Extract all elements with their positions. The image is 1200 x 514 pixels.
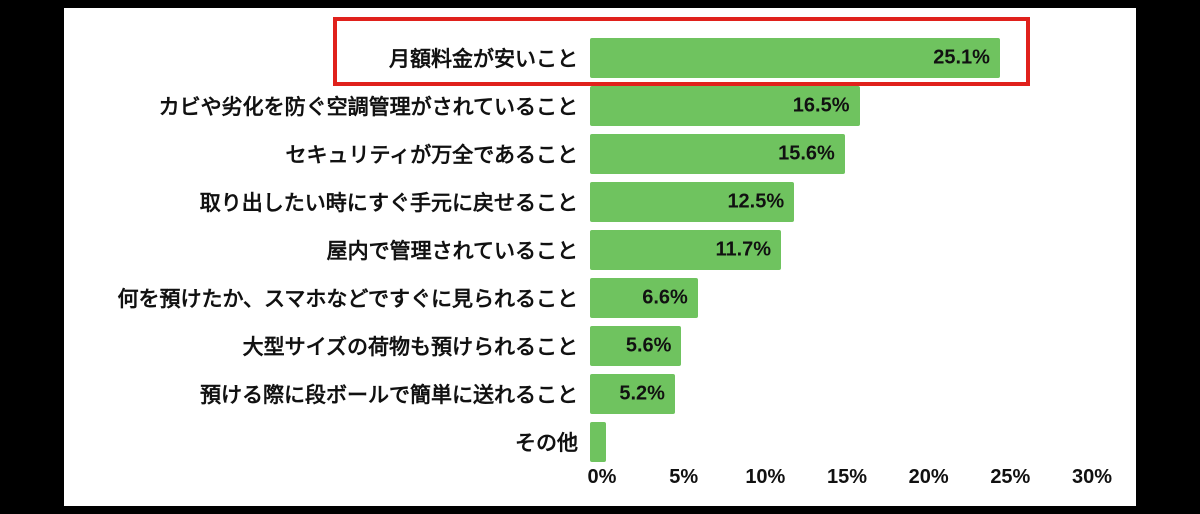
chart-row: 何を預けたか、スマホなどですぐに見られること 6.6% <box>64 274 1092 322</box>
chart-row: 預ける際に段ボールで簡単に送れること 5.2% <box>64 370 1092 418</box>
category-label: その他 <box>515 432 578 455</box>
x-axis-tick: 5% <box>669 466 699 488</box>
category-label: 何を預けたか、スマホなどですぐに見られること <box>117 288 578 311</box>
bar-track: 25.1% <box>590 38 1080 78</box>
chart-row: 大型サイズの荷物も預けられること 5.6% <box>64 322 1092 370</box>
chart-row: セキュリティが万全であること 15.6% <box>64 130 1092 178</box>
bar-value-label: 12.5% <box>727 190 785 213</box>
x-axis-tick: 15% <box>826 466 868 488</box>
chart-row: 取り出したい時にすぐ手元に戻せること 12.5% <box>64 178 1092 226</box>
category-label: 大型サイズの荷物も預けられること <box>242 336 578 359</box>
bar-value-label: 11.7% <box>715 238 772 261</box>
bar: 6.6% <box>590 278 698 318</box>
category-label: セキュリティが万全であること <box>285 144 578 167</box>
chart-panel: 月額料金が安いこと 25.1% カビや劣化を防ぐ空調管理がされていること 16.5% セ… <box>64 8 1136 506</box>
x-axis-tick: 10% <box>745 466 786 488</box>
bar-track: 5.2% <box>590 374 1080 414</box>
bar: 5.6% <box>590 326 682 366</box>
bar-track: 16.5% <box>590 86 1080 126</box>
x-axis-tick: 25% <box>990 466 1031 488</box>
bar-track: 6.6% <box>590 278 1080 318</box>
category-label: 取り出したい時にすぐ手元に戻せること <box>199 192 578 215</box>
x-axis-tick: 0% <box>587 466 617 488</box>
bar-value-label: 5.2% <box>619 382 665 405</box>
chart-row: 月額料金が安いこと 25.1% <box>64 34 1092 82</box>
bar: 5.2% <box>590 374 675 414</box>
chart-row: カビや劣化を防ぐ空調管理がされていること 16.5% <box>64 82 1092 130</box>
bar-value-label: 6.6% <box>642 286 688 309</box>
category-label: カビや劣化を防ぐ空調管理がされていること <box>158 96 578 119</box>
category-label: 預ける際に段ボールで簡単に送れること <box>200 384 578 407</box>
category-label: 月額料金が安いこと <box>389 48 578 71</box>
bar <box>590 422 607 462</box>
bar-value-label: 5.6% <box>625 334 672 357</box>
bar: 16.5% <box>590 86 860 126</box>
chart-row: 屋内で管理されていること 11.7% <box>64 226 1092 274</box>
category-label: 屋内で管理されていること <box>326 240 578 263</box>
bar: 11.7% <box>590 230 782 270</box>
bar: 25.1% <box>590 38 1000 78</box>
bar-value-label: 16.5% <box>792 94 850 117</box>
x-axis: 0% 5% 10% 15% 20% 25% 30% <box>588 466 1112 498</box>
bar: 12.5% <box>590 182 795 222</box>
bar-track <box>590 422 1080 462</box>
bar-value-label: 15.6% <box>778 142 835 165</box>
bar: 15.6% <box>590 134 845 174</box>
bar-value-label: 25.1% <box>933 46 990 69</box>
bar-track: 12.5% <box>590 182 1080 222</box>
bar-track: 11.7% <box>590 230 1080 270</box>
x-axis-tick: 20% <box>908 466 949 488</box>
bar-track: 5.6% <box>590 326 1080 366</box>
chart-row: その他 <box>64 418 1092 466</box>
bar-rows: 月額料金が安いこと 25.1% カビや劣化を防ぐ空調管理がされていること 16.5% セ… <box>64 34 1092 466</box>
bar-track: 15.6% <box>590 134 1080 174</box>
x-axis-tick: 30% <box>1071 466 1113 488</box>
